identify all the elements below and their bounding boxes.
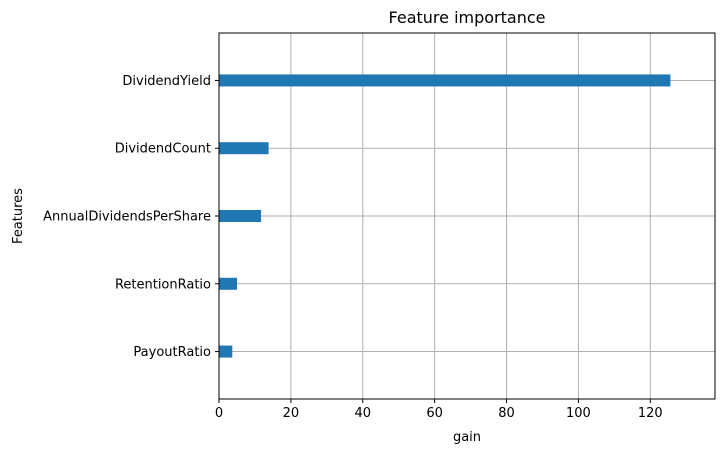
y-tick-label: RetentionRatio [115, 277, 211, 292]
y-tick-label: PayoutRatio [133, 345, 211, 360]
x-tick-label: 80 [498, 406, 515, 421]
x-ticks: 0 20 40 60 80 100 120 [215, 399, 663, 421]
x-tick-label: 20 [283, 406, 300, 421]
bars [219, 74, 671, 358]
bar [219, 345, 233, 358]
x-tick-label: 60 [426, 406, 443, 421]
chart-title: Feature importance [389, 8, 546, 27]
bar [219, 210, 262, 222]
x-tick-label: 40 [354, 406, 371, 421]
x-tick-label: 120 [638, 406, 663, 421]
x-axis-label: gain [453, 430, 481, 445]
y-tick-label: AnnualDividendsPerShare [43, 210, 211, 225]
y-tick-label: DividendCount [115, 142, 211, 157]
bar [219, 142, 269, 155]
bar [219, 74, 671, 87]
y-tick-label: DividendYield [122, 74, 211, 89]
x-tick-label: 0 [215, 406, 223, 421]
y-axis-label: Features [11, 188, 26, 244]
y-ticks: DividendYield DividendCount AnnualDividend… [43, 74, 219, 360]
bar [219, 277, 237, 290]
x-tick-label: 100 [566, 406, 591, 421]
